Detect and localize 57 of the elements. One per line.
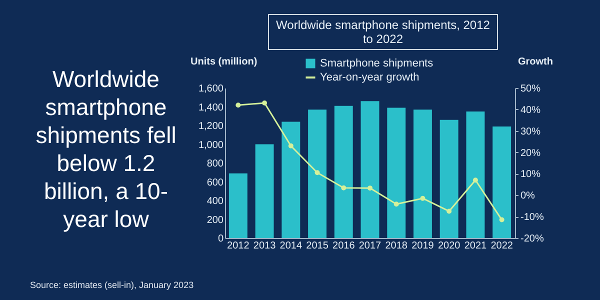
x-tick-label: 2017 — [358, 240, 382, 252]
bar — [440, 120, 458, 238]
point — [394, 202, 399, 207]
y-tick-label: 600 — [206, 177, 224, 188]
point — [341, 185, 346, 190]
y2-tick-label: 50% — [520, 84, 541, 94]
legend-label: Smartphone shipments — [320, 58, 434, 70]
text: Worldwide smartphone shipments fell below 1.2 billion, a 10-year low — [34, 65, 178, 233]
y-tick-label: 200 — [206, 214, 224, 226]
y2-axis-title: Growth — [518, 56, 553, 68]
point — [236, 102, 241, 108]
point — [446, 208, 452, 214]
legend-label: Year-on-year growth — [320, 72, 420, 84]
y-tick-label: 1,200 — [198, 121, 224, 132]
y-tick-label: 1,000 — [198, 140, 224, 151]
source-note: Source: estimates (sell-in), January 2023 — [30, 280, 194, 290]
x-tick-label: 2014 — [280, 240, 302, 252]
y-tick-label: 1,600 — [198, 84, 224, 94]
x-tick-label: 2012 — [227, 240, 250, 252]
x-tick-label: 2015 — [306, 240, 329, 252]
bar — [492, 126, 512, 238]
x-tick-label: 2019 — [412, 240, 434, 252]
y-axis-title: Units (million) — [190, 56, 258, 68]
point — [314, 170, 320, 176]
y2-tick-label: 30% — [520, 126, 541, 138]
x-tick-label: 2022 — [490, 240, 514, 252]
bar — [228, 173, 248, 238]
bar — [282, 122, 300, 238]
y-tick-label: 1,400 — [198, 102, 224, 114]
bar — [255, 144, 274, 238]
y-tick-label: 400 — [206, 196, 224, 207]
x-tick-label: 2013 — [253, 240, 276, 252]
point — [420, 196, 426, 201]
point — [368, 186, 372, 191]
y2-tick-label: -20% — [520, 234, 544, 244]
point — [472, 178, 478, 183]
x-tick-label: 2018 — [385, 240, 408, 252]
point — [499, 217, 504, 222]
x-tick-label: 2016 — [332, 240, 356, 252]
bar — [308, 110, 326, 238]
y2-tick-label: 40% — [520, 104, 541, 116]
bar — [414, 110, 432, 238]
y2-tick-label: 20% — [520, 148, 541, 159]
y2-tick-label: 0% — [520, 190, 536, 202]
y-tick-label: 800 — [206, 158, 224, 170]
bar — [387, 108, 406, 238]
bar — [466, 111, 485, 238]
x-tick-label: 2020 — [438, 240, 461, 252]
bar — [334, 106, 353, 238]
bar — [360, 101, 380, 238]
x-tick-label: 2021 — [464, 240, 488, 252]
chart-title: Worldwide smartphone shipments, 2012 to 2022 — [268, 14, 498, 50]
point — [288, 143, 294, 148]
y2-tick-label: 10% — [520, 169, 541, 180]
point — [262, 100, 268, 106]
y2-tick-label: -10% — [520, 212, 544, 224]
y-tick-label: 0 — [218, 234, 224, 244]
